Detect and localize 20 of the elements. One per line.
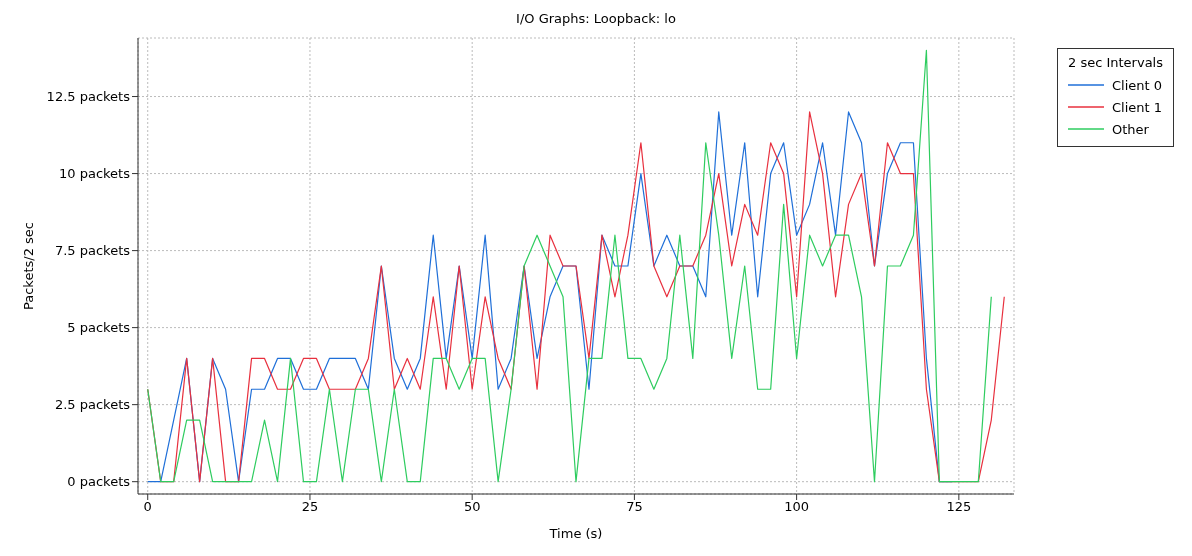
- line-series: [147, 49, 992, 483]
- x-tick-label: 50: [463, 499, 481, 515]
- x-axis-title: Time (s): [548, 526, 603, 541]
- chart-title: I/O Graphs: Loopback: lo: [515, 10, 677, 28]
- y-tick-label: 12.5 packets: [46, 89, 131, 105]
- x-tick-label: 125: [946, 499, 972, 515]
- legend-label: Client 1: [1111, 99, 1163, 115]
- y-tick-label: 5 packets: [67, 320, 131, 336]
- y-axis-title: Packets/2 sec: [20, 221, 36, 311]
- x-tick-label: 0: [143, 499, 152, 515]
- y-tick-label: 7.5 packets: [54, 243, 131, 259]
- legend-label: Client 0: [1111, 77, 1163, 93]
- x-tick-label: 25: [301, 499, 319, 515]
- x-tick-label: 75: [626, 499, 643, 515]
- legend-label: Other: [1111, 121, 1149, 137]
- x-tick-label: 100: [784, 499, 810, 515]
- y-tick-label: 2.5 packets: [54, 397, 131, 413]
- legend-title: 2 sec Intervals: [1067, 55, 1163, 70]
- y-tick-label: 0 packets: [67, 474, 131, 490]
- y-tick-label: 10 packets: [59, 166, 131, 182]
